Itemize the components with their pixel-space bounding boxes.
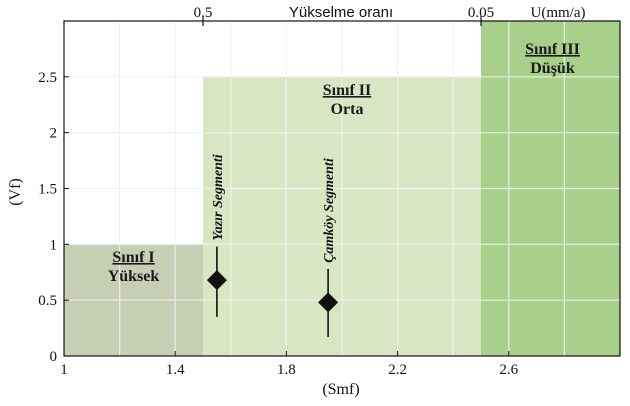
point-2-marker [318, 292, 339, 313]
data-points: Yazır Segmenti Çamköy Segmenti [206, 154, 339, 338]
zone-3-subtitle: Düşük [530, 60, 575, 77]
y-tick-label: 0.5 [38, 293, 57, 309]
point-1-marker [206, 270, 227, 291]
zone-3-title: Sınıf III [525, 41, 580, 58]
grid [64, 21, 620, 356]
y-tick-label: 0 [50, 349, 58, 365]
zone-2-title: Sınıf II [323, 82, 371, 99]
top-axis-tick-label: 0.05 [468, 5, 494, 21]
axes: 1 1.4 1.8 2.2 2.6 0 0.5 1 1.5 2 2.5 0.5 0.05 [38, 5, 621, 378]
top-axis-title: Yükselme oranı [289, 4, 393, 21]
top-axis-unit: U(mm/a) [531, 5, 586, 21]
point-1-label: Yazır Segmenti [211, 154, 226, 240]
point-2-label: Çamköy Segmenti [322, 158, 337, 263]
x-tick-label: 1.8 [277, 362, 296, 378]
y-axis-title: (Vf) [7, 178, 24, 206]
x-tick-label: 2.6 [499, 362, 518, 378]
y-tick-label: 2.5 [38, 70, 57, 86]
y-tick-label: 1 [50, 237, 58, 253]
x-tick-label: 1.4 [166, 362, 185, 378]
x-tick-label: 1 [60, 362, 68, 378]
zone-2-subtitle: Orta [331, 101, 364, 118]
x-tick-label: 2.2 [388, 362, 407, 378]
x-axis-title: (Smf) [322, 381, 359, 398]
y-tick-label: 2 [50, 126, 58, 142]
zone-1-subtitle: Yüksek [108, 268, 160, 285]
top-axis-tick-label: 0.5 [194, 5, 213, 21]
zone-1-title: Sınıf I [112, 249, 154, 266]
zone-labels: Sınıf I Yüksek Sınıf II Orta Sınıf III Düşük [108, 41, 580, 285]
y-tick-label: 1.5 [38, 182, 57, 198]
